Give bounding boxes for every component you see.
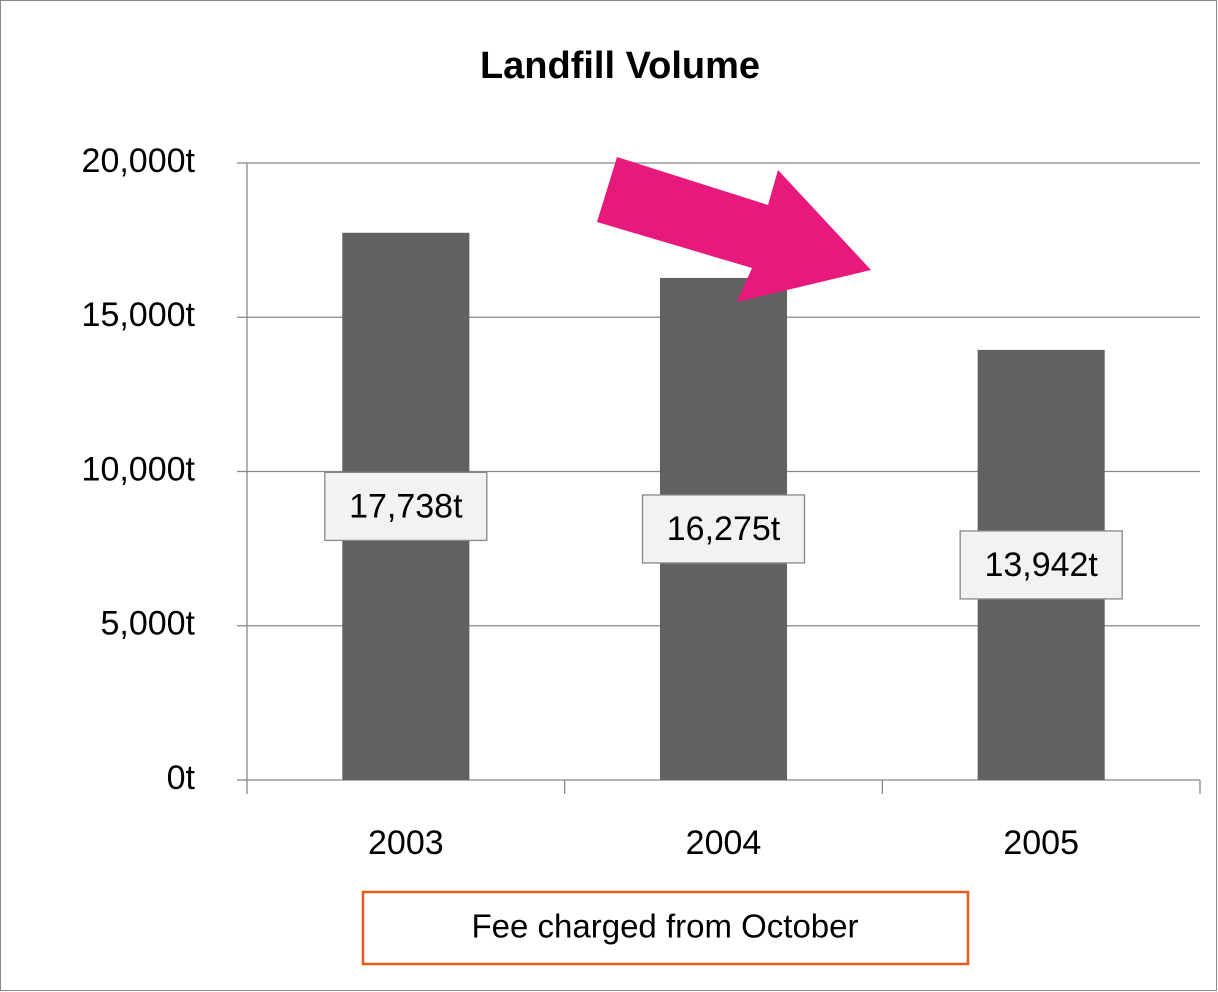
value-label: 13,942t bbox=[984, 546, 1098, 584]
x-tick-label: 2003 bbox=[368, 824, 444, 862]
chart-title: Landfill Volume bbox=[480, 45, 760, 87]
y-tick-label: 10,000t bbox=[82, 450, 196, 488]
y-tick-label: 0t bbox=[167, 759, 196, 797]
annotation-box bbox=[361, 890, 970, 966]
value-label-box bbox=[324, 471, 488, 542]
annotation: Fee charged from October bbox=[471, 908, 858, 945]
value-label-box bbox=[959, 530, 1123, 600]
y-tick-label: 20,000t bbox=[82, 142, 196, 180]
x-tick-label: 2004 bbox=[686, 824, 762, 862]
y-tick-label: 5,000t bbox=[100, 605, 195, 643]
trend-arrow bbox=[597, 157, 871, 302]
x-tick-label: 2005 bbox=[1003, 824, 1079, 862]
y-tick-label: 15,000t bbox=[82, 296, 196, 334]
value-label: 17,738t bbox=[349, 487, 463, 525]
value-label-box bbox=[641, 494, 806, 564]
value-label: 16,275t bbox=[667, 510, 781, 548]
